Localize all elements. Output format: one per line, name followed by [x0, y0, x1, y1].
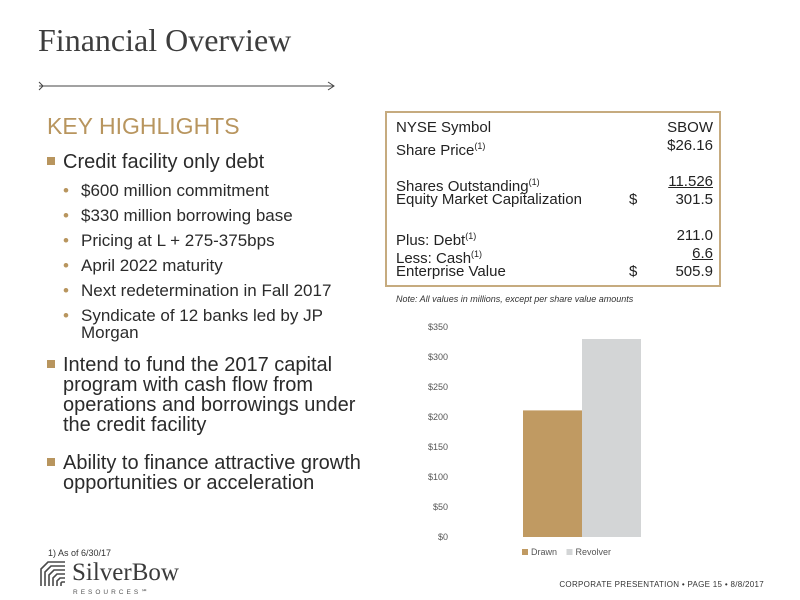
table-row: Equity Market Capitalization $ 301.5 [396, 191, 713, 209]
currency-symbol: $ [629, 191, 638, 208]
row-label: Less: Cash(1) [396, 249, 483, 267]
legend-label: Drawn [531, 547, 557, 557]
y-tick-label: $0 [438, 532, 448, 542]
row-value: 211.0 [676, 227, 713, 244]
bar-revolver [582, 339, 641, 537]
square-bullet-icon [47, 458, 55, 466]
sub-item: • $330 million borrowing base [47, 207, 367, 224]
logo-subtitle: RESOURCES℠ [73, 589, 151, 596]
sub-item-text: $600 million commitment [81, 181, 270, 200]
dot-bullet-icon: • [63, 306, 69, 325]
table-row: NYSE Symbol SBOW [396, 119, 713, 137]
y-tick-label: $200 [428, 412, 448, 422]
dot-bullet-icon: • [63, 181, 69, 200]
table-row: Plus: Debt(1) 211.0 [396, 227, 713, 249]
sub-item: • April 2022 maturity [47, 257, 367, 274]
sub-item: • Pricing at L + 275-375bps [47, 232, 367, 249]
sub-item: • $600 million commitment [47, 182, 367, 199]
financial-summary-table: NYSE Symbol SBOW Share Price(1) $26.16 S… [385, 111, 721, 287]
row-label: NYSE Symbol [396, 119, 492, 136]
row-label: Enterprise Value [396, 263, 506, 280]
legend-label: Revolver [576, 547, 612, 557]
bar-chart: $0 $50 $100 $150 $200 $250 $300 $350 Drawn Revolv… [428, 322, 641, 557]
dot-bullet-icon: • [63, 206, 69, 225]
y-tick-label: $50 [433, 502, 448, 512]
footnote-ref: (1) [474, 141, 486, 151]
highlight-text: Intend to fund the 2017 capital program … [63, 354, 356, 436]
silverbow-logo-icon [40, 561, 65, 586]
highlight-text: Credit facility only debt [63, 151, 265, 173]
table-row: Less: Cash(1) 6.6 [396, 245, 713, 267]
sub-item-text: $330 million borrowing base [81, 206, 293, 225]
highlight-item: Credit facility only debt [47, 152, 367, 172]
sub-item-text: Syndicate of 12 banks led by JP Morgan [81, 306, 323, 342]
sub-item: • Syndicate of 12 banks led by JP Morgan [47, 307, 367, 341]
sub-item-text: April 2022 maturity [81, 256, 223, 275]
highlights-list: Credit facility only debt • $600 million… [47, 148, 367, 493]
row-value: 6.6 [692, 245, 713, 262]
y-tick-label: $150 [428, 442, 448, 452]
square-bullet-icon [47, 360, 55, 368]
key-highlights-heading: KEY HIGHLIGHTS [47, 113, 240, 139]
title-arrow-divider [38, 81, 335, 91]
slide-footer: CORPORATE PRESENTATION • PAGE 15 • 8/8/2… [559, 580, 764, 589]
dot-bullet-icon: • [63, 231, 69, 250]
legend-swatch [566, 549, 573, 555]
page-title: Financial Overview [38, 22, 292, 58]
logo-wordmark: SilverBow [72, 559, 179, 586]
footnote: 1) As of 6/30/17 [48, 548, 112, 558]
dot-bullet-icon: • [63, 281, 69, 300]
y-tick-label: $300 [428, 352, 448, 362]
currency-symbol: $ [629, 263, 638, 280]
row-value: 505.9 [675, 263, 713, 280]
row-value: $26.16 [667, 137, 713, 154]
row-label: Share Price(1) [396, 141, 486, 159]
footnote-ref: (1) [528, 177, 540, 187]
footnote-ref: (1) [471, 249, 483, 259]
row-value: 11.526 [668, 173, 713, 190]
table-row: Shares Outstanding(1) 11.526 [396, 173, 713, 195]
table-row: Share Price(1) $26.16 [396, 137, 713, 159]
row-label: Shares Outstanding(1) [396, 177, 540, 195]
legend-swatch [522, 549, 528, 555]
bar-drawn [523, 410, 582, 537]
row-value: 301.5 [675, 191, 713, 208]
table-note: Note: All values in millions, except per… [396, 294, 634, 304]
dot-bullet-icon: • [63, 256, 69, 275]
sub-item-text: Pricing at L + 275-375bps [81, 231, 275, 250]
row-label: Equity Market Capitalization [396, 191, 582, 208]
highlight-item: Ability to finance attractive growth opp… [47, 453, 367, 493]
y-tick-label: $350 [428, 322, 448, 332]
y-tick-label: $100 [428, 472, 448, 482]
sub-item-text: Next redetermination in Fall 2017 [81, 281, 332, 300]
table-row: Enterprise Value $ 505.9 [396, 263, 713, 281]
sub-item: • Next redetermination in Fall 2017 [47, 282, 367, 299]
row-label: Plus: Debt(1) [396, 231, 477, 249]
highlight-text: Ability to finance attractive growth opp… [63, 452, 361, 494]
square-bullet-icon [47, 157, 55, 165]
y-tick-label: $250 [428, 382, 448, 392]
row-value: SBOW [667, 119, 713, 136]
highlight-item: Intend to fund the 2017 capital program … [47, 355, 367, 435]
footnote-ref: (1) [465, 231, 477, 241]
company-logo: SilverBow RESOURCES℠ [38, 559, 179, 596]
